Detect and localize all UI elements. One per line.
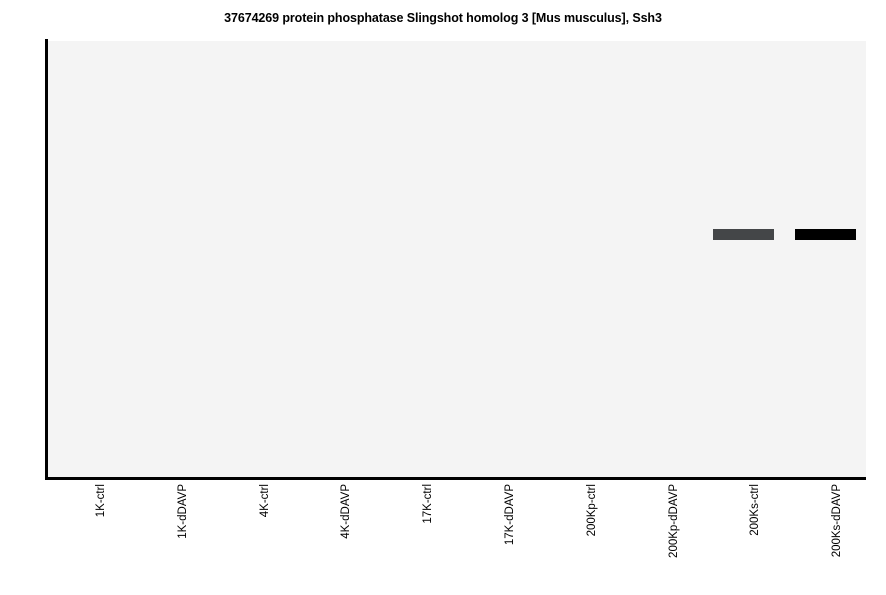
blot-band (713, 229, 774, 240)
x-axis-tick-label: 200Ks-ctrl (749, 484, 762, 536)
blot-band (795, 229, 856, 240)
x-axis-tick-label: 1K-dDAVP (176, 484, 189, 539)
page-title: 37674269 protein phosphatase Slingshot h… (224, 11, 662, 25)
y-axis-line (45, 39, 48, 480)
x-axis-tick-label: 4K-dDAVP (340, 484, 353, 539)
x-axis-tick-label: 200Kp-dDAVP (667, 484, 680, 558)
x-axis-tick-label: 17K-dDAVP (503, 484, 516, 546)
plot-area (48, 41, 866, 478)
x-axis-line (45, 477, 866, 480)
x-axis-tick-label: 200Kp-ctrl (585, 484, 598, 537)
x-axis-tick-label: 17K-ctrl (422, 484, 435, 524)
x-axis-tick-label: 1K-ctrl (94, 484, 107, 518)
x-axis-tick-label: 200Ks-dDAVP (831, 484, 844, 558)
x-axis-tick-label: 4K-ctrl (258, 484, 271, 518)
